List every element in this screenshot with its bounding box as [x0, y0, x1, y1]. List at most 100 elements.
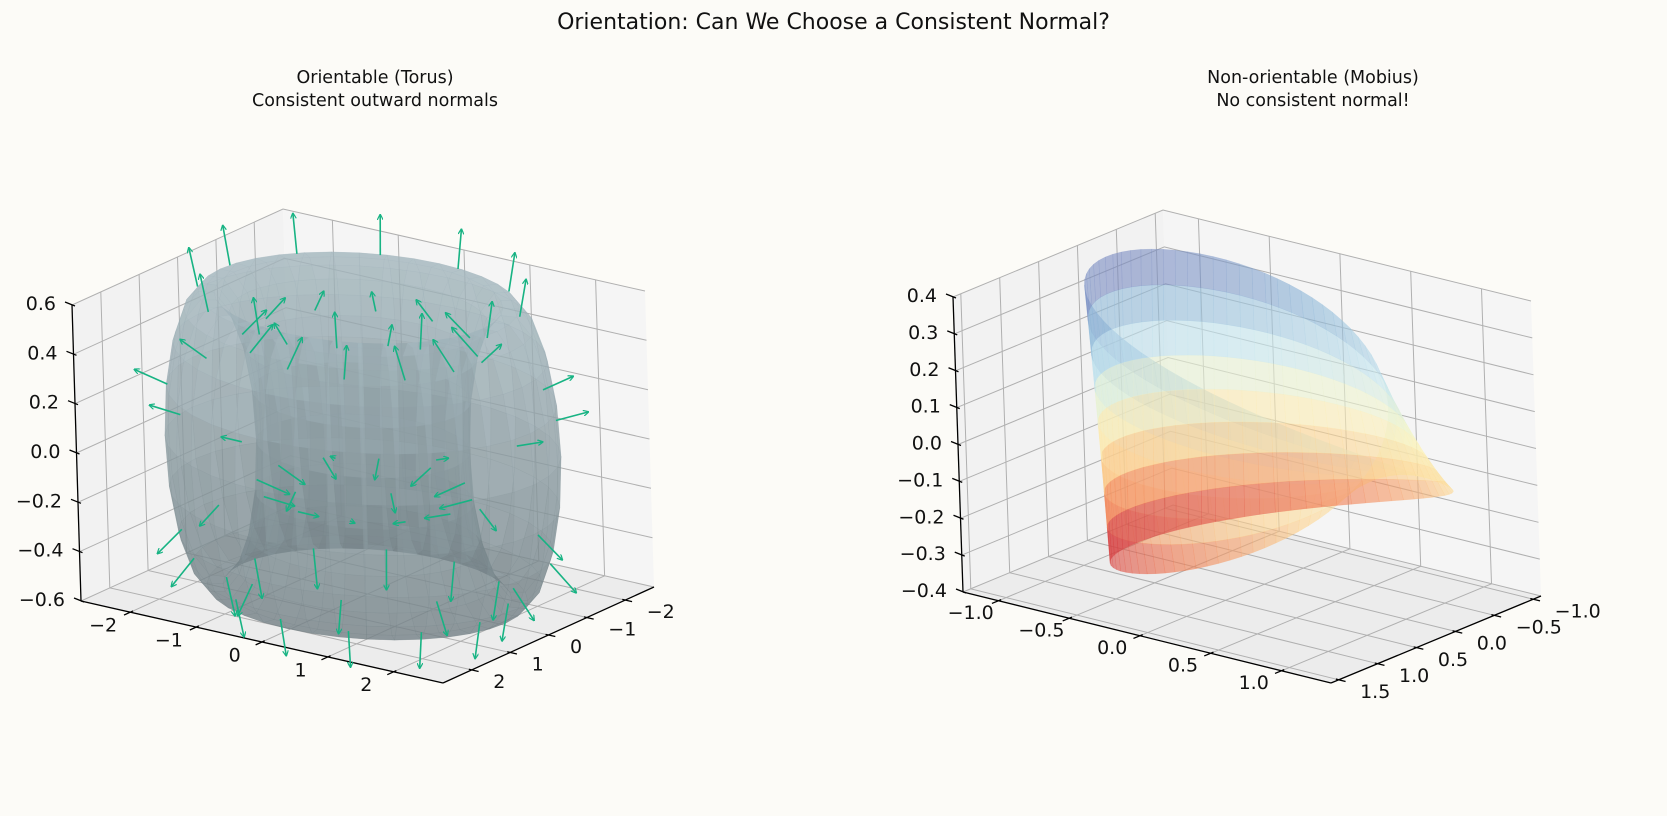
- mobius-face: [1125, 432, 1136, 473]
- mobius-face: [1117, 398, 1127, 439]
- mobius-face: [1243, 483, 1261, 518]
- mobius-face: [1152, 355, 1165, 394]
- mobius-face: [1133, 394, 1144, 434]
- normal-arrow: [277, 464, 304, 484]
- torus-gridline-z: [71, 208, 646, 306]
- normal-arrow: [275, 323, 288, 345]
- mobius-face: [1251, 267, 1267, 304]
- torus-z-tick: [66, 350, 77, 356]
- torus-x-tick: [123, 610, 134, 616]
- mobius-face: [1175, 423, 1189, 461]
- torus-x-tick-label: −2: [89, 615, 117, 637]
- mobius-y-tick-label: 0.0: [1477, 633, 1507, 655]
- mobius-face: [1133, 430, 1144, 471]
- mobius-face: [1163, 355, 1176, 392]
- normal-arrow: [440, 499, 473, 509]
- normal-arrow: [502, 603, 510, 641]
- torus-y-tick: [545, 633, 556, 638]
- mobius-face: [1237, 516, 1253, 538]
- torus-z-tick: [64, 301, 76, 307]
- normal-arrow: [555, 412, 588, 422]
- torus-z-tick: [73, 597, 85, 603]
- mobius-face: [1282, 365, 1299, 397]
- mobius-x-tick-label: 0.5: [1168, 655, 1198, 677]
- mobius-face: [1118, 435, 1128, 476]
- normal-arrow: [312, 548, 317, 588]
- normal-arrow: [265, 298, 285, 320]
- mobius-x-tick-label: −1.0: [948, 602, 994, 624]
- torus-x-tick: [321, 655, 331, 661]
- mobius-title-line1: Non-orientable (Mobius): [1207, 68, 1419, 88]
- mobius-face: [1229, 484, 1245, 520]
- mobius-face: [1151, 284, 1164, 322]
- mobius-face: [1252, 298, 1268, 334]
- mobius-face: [1214, 454, 1230, 489]
- mobius-z-tick-label: −0.4: [901, 580, 947, 602]
- mobius-face: [1123, 359, 1134, 400]
- torus-panel-title: Orientable (Torus) Consistent outward no…: [75, 67, 675, 113]
- normal-arrow: [286, 338, 302, 370]
- normal-arrow: [172, 557, 195, 586]
- torus-z-tick-label: 0.6: [26, 293, 56, 315]
- mobius-face: [1135, 503, 1145, 544]
- mobius-face: [1239, 294, 1255, 331]
- mobius-axes-3d: −1.0−0.50.00.51.0 1.51.00.50.0−0.5−1.0−0.…: [897, 209, 1601, 703]
- torus-y-tick: [507, 651, 518, 655]
- mobius-face: [1228, 421, 1244, 455]
- mobius-face: [1120, 472, 1129, 513]
- torus-face: [343, 574, 367, 613]
- normal-arrow: [335, 313, 337, 349]
- torus-surface: [164, 251, 562, 641]
- mobius-face: [1122, 286, 1133, 326]
- torus-face: [544, 351, 558, 407]
- normal-arrow: [387, 325, 392, 347]
- mobius-face: [1188, 456, 1202, 494]
- normal-arrow: [297, 510, 318, 517]
- torus-y-tick: [468, 668, 479, 673]
- mobius-face: [1264, 272, 1280, 308]
- mobius-face: [1225, 259, 1241, 296]
- mobius-face: [1163, 390, 1177, 428]
- normal-arrow: [433, 340, 455, 373]
- mobius-face: [1175, 458, 1189, 496]
- mobius-face: [1273, 481, 1292, 513]
- mobius-x-axis-line: [962, 591, 1332, 684]
- normal-arrow: [486, 302, 492, 339]
- mobius-face: [1141, 320, 1153, 359]
- torus-normals: [135, 214, 588, 668]
- normal-arrow: [479, 508, 496, 530]
- normal-arrow: [235, 599, 244, 636]
- normal-arrow: [416, 300, 434, 322]
- mobius-face: [1163, 425, 1177, 463]
- mobius-face: [1214, 388, 1229, 423]
- normal-arrow: [241, 310, 266, 335]
- mobius-face: [1200, 355, 1215, 390]
- mobius-y-tick-label: 1.5: [1360, 681, 1390, 703]
- mobius-face: [1213, 322, 1228, 358]
- mobius-face: [1213, 289, 1228, 325]
- torus-z-tick-label: 0.0: [30, 441, 60, 463]
- torus-face: [336, 278, 361, 317]
- mobius-face: [1112, 251, 1123, 292]
- mobius-face: [1268, 362, 1285, 395]
- mobius-face: [1226, 291, 1241, 328]
- mobius-surface: [1084, 248, 1454, 575]
- normal-arrow: [435, 601, 447, 635]
- mobius-face: [1153, 426, 1165, 466]
- torus-title-line1: Orientable (Torus): [296, 68, 454, 88]
- mobius-face: [1187, 251, 1201, 288]
- normal-arrow: [390, 493, 395, 512]
- normal-arrow: [411, 467, 432, 486]
- mobius-y-tick: [1335, 678, 1346, 683]
- mobius-x-tick: [1203, 651, 1214, 657]
- normal-arrow: [256, 478, 290, 495]
- normal-arrow: [375, 458, 380, 480]
- mobius-face: [1272, 452, 1290, 483]
- mobius-face: [1200, 422, 1216, 458]
- mobius-face: [1163, 319, 1176, 357]
- mobius-z-tick: [955, 588, 967, 594]
- mobius-z-tick-label: −0.3: [900, 543, 946, 565]
- mobius-face: [1188, 490, 1202, 528]
- torus-y-tick-label: 0: [570, 636, 582, 658]
- mobius-face: [1175, 284, 1189, 321]
